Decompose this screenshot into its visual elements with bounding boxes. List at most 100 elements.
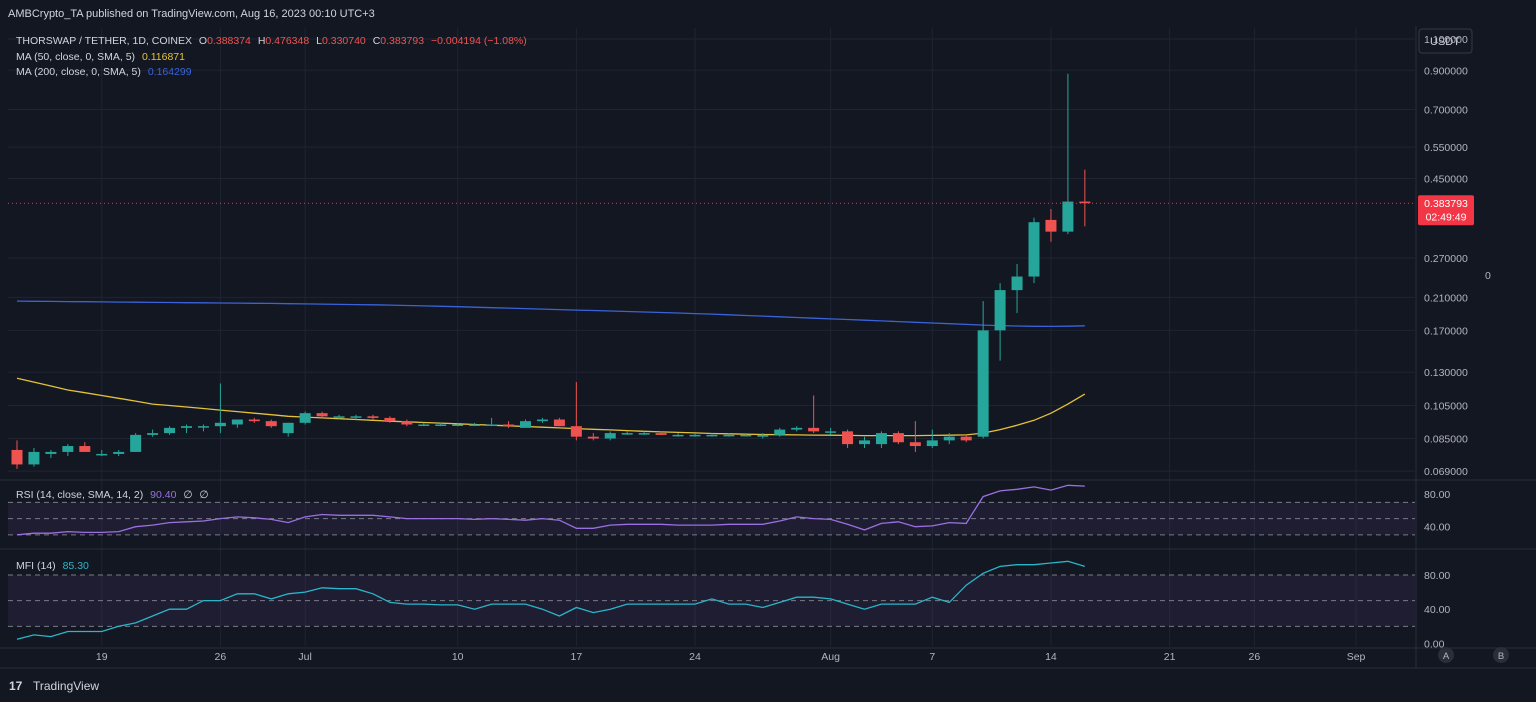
auto-scale-label[interactable]: A [1443, 651, 1450, 662]
candle [520, 419, 531, 428]
candle [164, 426, 176, 435]
indicator-line [16, 484, 1085, 536]
price-axis[interactable]: 1.100000 0.900000 0.700000 0.550000 0.450000… [1424, 34, 1468, 650]
time-axis[interactable]: 19 26 Jul 10 17 24 Aug 7 14 21 26 Sep [96, 651, 1366, 663]
candle [774, 427, 786, 437]
tradingview-logo[interactable]: 17 TradingView [9, 679, 99, 693]
last-price-value: 0.383793 [1424, 198, 1468, 210]
candle-body [435, 424, 447, 426]
candle-body [418, 424, 430, 426]
candle-body [943, 436, 955, 441]
brand-name[interactable]: TradingView [33, 679, 99, 693]
symbol-title: THORSWAP / TETHER, 1D, COINEX [16, 35, 192, 47]
candle [825, 427, 837, 435]
price-tick-label: 0.700000 [1424, 105, 1468, 117]
ohlc-c-value: 0.383793 [380, 35, 424, 47]
ohlc-l-label: L [316, 35, 322, 47]
currency-button-label[interactable]: USDT [1430, 36, 1460, 48]
candle-body [452, 424, 464, 426]
candle-body [130, 434, 142, 452]
publisher-line: AMBCrypto_TA published on TradingView.co… [8, 8, 375, 20]
candle [604, 431, 616, 441]
candle [503, 421, 515, 428]
price-tick-label: 0.105000 [1424, 401, 1468, 413]
price-tick-label: 0.270000 [1424, 253, 1468, 265]
candle [62, 444, 74, 456]
b-scale-button[interactable]: B [1493, 647, 1509, 663]
candle-body [11, 449, 23, 465]
tv-logo-icon: 17 [9, 679, 23, 693]
candle-body [401, 421, 413, 425]
grid-layer [0, 26, 1536, 669]
candle [553, 417, 565, 427]
candle [130, 433, 142, 452]
candle [28, 447, 40, 467]
candle [265, 419, 277, 428]
time-tick-label: 10 [452, 651, 464, 663]
candle [333, 414, 345, 420]
time-tick-label: Aug [821, 651, 840, 663]
candle [181, 424, 192, 434]
time-tick-label: 19 [96, 651, 108, 663]
b-scale-label[interactable]: B [1498, 651, 1504, 662]
candle-body [604, 433, 616, 439]
candle-body [214, 422, 226, 427]
candle [469, 422, 481, 427]
price-tick-label: 0.170000 [1424, 325, 1468, 337]
rsi-pane [8, 484, 1415, 536]
candle [231, 419, 243, 428]
price-tick-label: 0.130000 [1424, 367, 1468, 379]
mfi-label: MFI (14) [16, 560, 56, 572]
candle [248, 417, 260, 423]
candle [1079, 169, 1091, 227]
price-tick-label: 0.210000 [1424, 292, 1468, 304]
candle-body [689, 434, 701, 437]
ma50-line [16, 377, 1086, 437]
mfi-tick-label: 80.00 [1424, 570, 1450, 582]
candle [808, 395, 820, 434]
ma50-value: 0.116871 [142, 51, 185, 63]
candle-body [231, 419, 243, 425]
price-tick-label: 0.450000 [1424, 173, 1468, 185]
last-price-tag: 0.383793 02:49:49 [1418, 195, 1474, 226]
bar-countdown: 02:49:49 [1426, 211, 1467, 223]
price-tick-label: 1.100000 [1424, 34, 1468, 46]
candle [1011, 264, 1023, 313]
currency-button[interactable]: USDT [1418, 28, 1473, 54]
auto-scale-button[interactable]: A [1438, 647, 1454, 663]
candle-body [333, 416, 345, 418]
candle-body [147, 433, 159, 435]
candle [45, 449, 57, 459]
candle-body [113, 451, 125, 454]
time-tick-label: 17 [571, 651, 583, 663]
svg-text:MA (50, close, 0, SMA, 5): MA (50, close, 0, SMA, 5) 0.116871 [16, 51, 185, 63]
candle [418, 422, 430, 427]
svg-text:MFI (14) 85.30: MFI (14) 85.30 [16, 560, 89, 572]
candle [994, 283, 1006, 361]
candle-body [859, 440, 870, 445]
candle-body [367, 416, 379, 418]
candle [791, 426, 803, 432]
time-tick-label: 26 [1249, 651, 1261, 663]
candle [536, 417, 548, 423]
candle-body [740, 434, 752, 437]
svg-text:THORSWAP / TETHER, 1D, COINEX: THORSWAP / TETHER, 1D, COINEX O0.388374 … [16, 35, 527, 47]
candle [214, 383, 226, 434]
candle-body [384, 417, 396, 422]
ma200-label: MA (200, close, 0, SMA, 5) [16, 66, 141, 78]
candle [384, 416, 396, 423]
ohlc-o-label: O [199, 35, 207, 47]
candle [587, 433, 599, 441]
candle [1062, 73, 1074, 235]
indicator-line [16, 560, 1085, 640]
rsi-value: 90.40 [150, 489, 176, 501]
svg-text:MA (200, close, 0, SMA, 5): MA (200, close, 0, SMA, 5) 0.164299 [16, 66, 192, 78]
candle [1028, 217, 1040, 284]
svg-text:RSI (14, close, SMA, 14, 2): RSI (14, close, SMA, 14, 2) 90.40 ∅ ∅ [16, 489, 209, 501]
candle-body [28, 451, 40, 465]
candle-body [842, 431, 854, 445]
candle-body [791, 427, 803, 430]
candle-body [570, 426, 582, 437]
candle [892, 431, 904, 445]
candle [842, 429, 854, 448]
